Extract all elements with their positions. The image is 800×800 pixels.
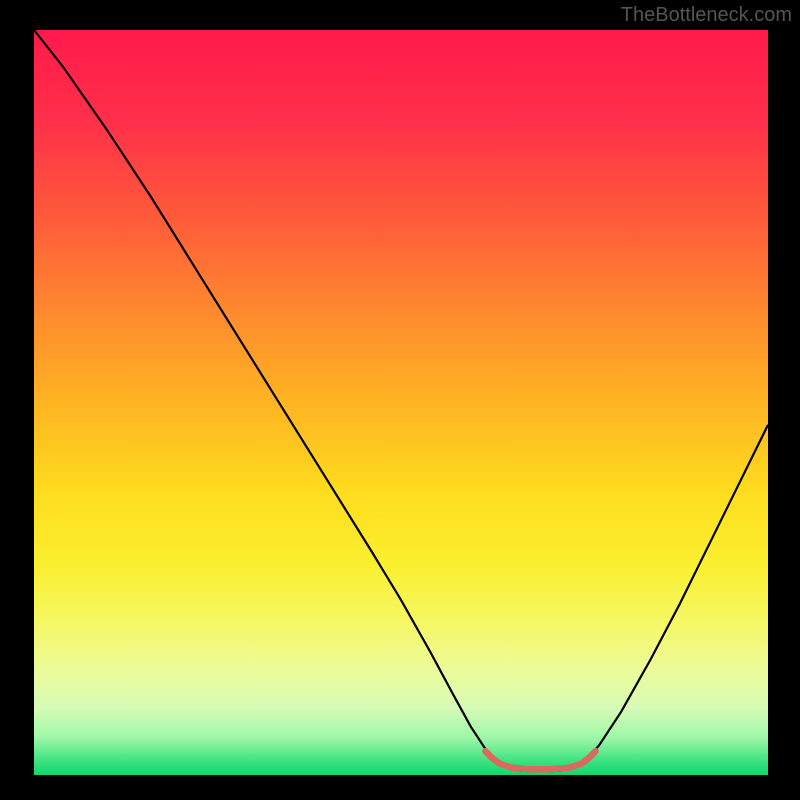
bottleneck-curve-chart: [0, 0, 800, 800]
chart-container: TheBottleneck.com: [0, 0, 800, 800]
plot-area-gradient: [34, 30, 768, 775]
watermark-text: TheBottleneck.com: [621, 4, 792, 27]
